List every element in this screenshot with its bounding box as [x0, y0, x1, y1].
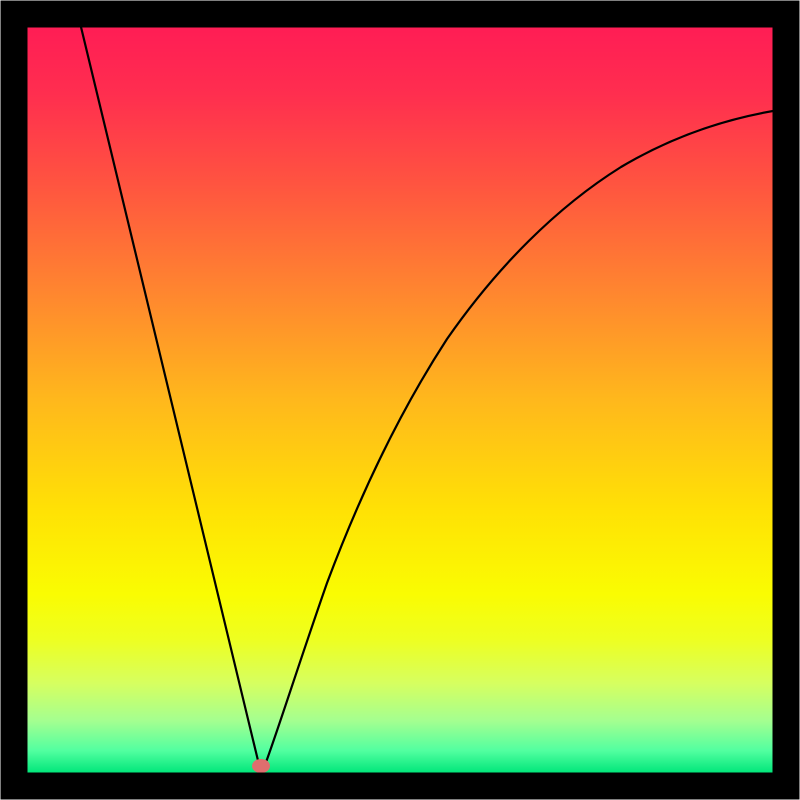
optimal-point-marker — [252, 759, 270, 773]
bottleneck-curve — [27, 27, 773, 773]
plot-area — [27, 27, 773, 773]
chart-container: TheBottleneck.com — [0, 0, 800, 800]
